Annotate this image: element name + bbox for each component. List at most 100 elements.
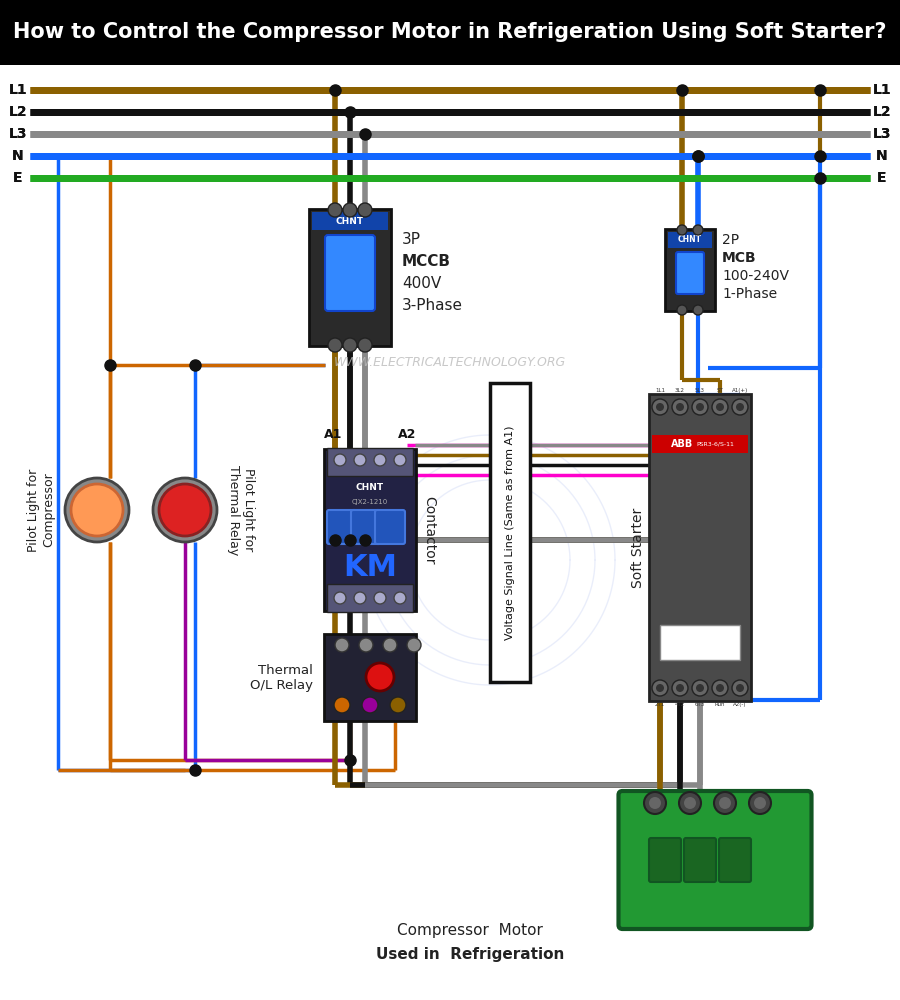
Text: 6T3: 6T3	[695, 702, 705, 707]
FancyBboxPatch shape	[660, 625, 740, 660]
Text: 3L2: 3L2	[675, 388, 685, 393]
Circle shape	[383, 638, 397, 652]
Text: N: N	[13, 149, 23, 163]
Text: A1(+): A1(+)	[732, 388, 748, 393]
Text: Pilot Light for
Compressor: Pilot Light for Compressor	[27, 468, 55, 552]
Circle shape	[684, 797, 696, 809]
Text: L3: L3	[873, 127, 891, 141]
FancyBboxPatch shape	[684, 838, 716, 882]
Circle shape	[65, 478, 129, 542]
Circle shape	[736, 684, 744, 692]
Circle shape	[153, 478, 217, 542]
Circle shape	[732, 399, 748, 415]
FancyBboxPatch shape	[375, 510, 405, 544]
Circle shape	[736, 403, 744, 411]
Text: CJX2-1210: CJX2-1210	[352, 499, 388, 505]
Circle shape	[656, 403, 664, 411]
Circle shape	[712, 399, 728, 415]
Circle shape	[754, 797, 766, 809]
Circle shape	[693, 305, 703, 315]
Circle shape	[696, 684, 704, 692]
Text: L1: L1	[9, 83, 27, 97]
Text: L2: L2	[9, 105, 27, 119]
Circle shape	[677, 305, 687, 315]
FancyBboxPatch shape	[324, 449, 416, 611]
FancyBboxPatch shape	[719, 838, 751, 882]
FancyBboxPatch shape	[649, 838, 681, 882]
Circle shape	[656, 684, 664, 692]
Text: MCB: MCB	[722, 251, 757, 265]
Text: L1: L1	[873, 83, 891, 97]
FancyBboxPatch shape	[490, 383, 530, 682]
Text: A2: A2	[398, 428, 416, 440]
Text: 5L3: 5L3	[695, 388, 705, 393]
Circle shape	[672, 680, 688, 696]
Circle shape	[716, 684, 724, 692]
FancyBboxPatch shape	[668, 232, 712, 248]
Text: N: N	[877, 149, 887, 163]
Text: ABB: ABB	[670, 439, 693, 449]
Text: 400V: 400V	[402, 276, 441, 292]
Text: L3: L3	[9, 127, 27, 141]
Bar	[0, 0, 900, 65]
Text: KM: KM	[343, 554, 397, 582]
Circle shape	[343, 338, 357, 352]
FancyBboxPatch shape	[618, 791, 812, 929]
Circle shape	[343, 203, 357, 217]
Text: 3P: 3P	[402, 232, 421, 247]
Text: Soft Starter: Soft Starter	[631, 507, 645, 588]
Text: 1L1: 1L1	[655, 388, 665, 393]
Text: N: N	[877, 149, 887, 163]
Circle shape	[714, 792, 736, 814]
Circle shape	[394, 592, 406, 604]
Text: CHNT: CHNT	[356, 484, 384, 492]
Text: Thermal
O/L Relay: Thermal O/L Relay	[250, 664, 313, 692]
Text: N: N	[13, 149, 23, 163]
Text: A2(-): A2(-)	[734, 702, 747, 707]
Text: How to Control the Compressor Motor in Refrigeration Using Soft Starter?: How to Control the Compressor Motor in R…	[14, 22, 886, 42]
Text: 1-Phase: 1-Phase	[722, 287, 777, 301]
Text: 3-Phase: 3-Phase	[402, 298, 463, 314]
Text: 2T1: 2T1	[655, 702, 665, 707]
Circle shape	[749, 792, 771, 814]
Text: WWW.ELECTRICALTECHNOLOGY.ORG: WWW.ELECTRICALTECHNOLOGY.ORG	[334, 356, 566, 368]
Circle shape	[359, 638, 373, 652]
Circle shape	[719, 797, 731, 809]
Text: Voltage Signal Line (Same as from A1): Voltage Signal Line (Same as from A1)	[505, 425, 515, 640]
Text: 100-240V: 100-240V	[722, 269, 789, 283]
Text: How to Control the Compressor Motor in Refrigeration Using Soft Starter?: How to Control the Compressor Motor in R…	[14, 22, 886, 42]
Circle shape	[692, 680, 708, 696]
Text: Used in  Refrigeration: Used in Refrigeration	[376, 948, 564, 962]
Text: E: E	[14, 171, 22, 185]
Circle shape	[71, 484, 123, 536]
Circle shape	[652, 399, 668, 415]
Circle shape	[358, 203, 372, 217]
Text: L2: L2	[873, 105, 891, 119]
Circle shape	[335, 638, 349, 652]
Text: E: E	[878, 171, 886, 185]
FancyBboxPatch shape	[309, 209, 391, 346]
Text: L2: L2	[9, 105, 27, 119]
Circle shape	[676, 403, 684, 411]
Circle shape	[716, 403, 724, 411]
Circle shape	[366, 663, 394, 691]
FancyBboxPatch shape	[324, 634, 416, 721]
Circle shape	[696, 403, 704, 411]
Text: Contactor: Contactor	[422, 496, 436, 564]
Circle shape	[334, 697, 350, 713]
FancyBboxPatch shape	[312, 212, 388, 230]
Bar	[0, 0, 900, 65]
FancyBboxPatch shape	[351, 510, 381, 544]
Circle shape	[328, 203, 342, 217]
Circle shape	[328, 338, 342, 352]
Circle shape	[407, 638, 421, 652]
Circle shape	[354, 592, 366, 604]
Text: MCCB: MCCB	[402, 254, 451, 269]
Circle shape	[354, 454, 366, 466]
FancyBboxPatch shape	[649, 394, 751, 701]
Text: PSR3-6/S-11: PSR3-6/S-11	[696, 442, 734, 446]
Text: ST: ST	[716, 388, 724, 393]
Text: 2P: 2P	[722, 233, 739, 247]
Text: L3: L3	[873, 127, 891, 141]
Circle shape	[693, 225, 703, 235]
